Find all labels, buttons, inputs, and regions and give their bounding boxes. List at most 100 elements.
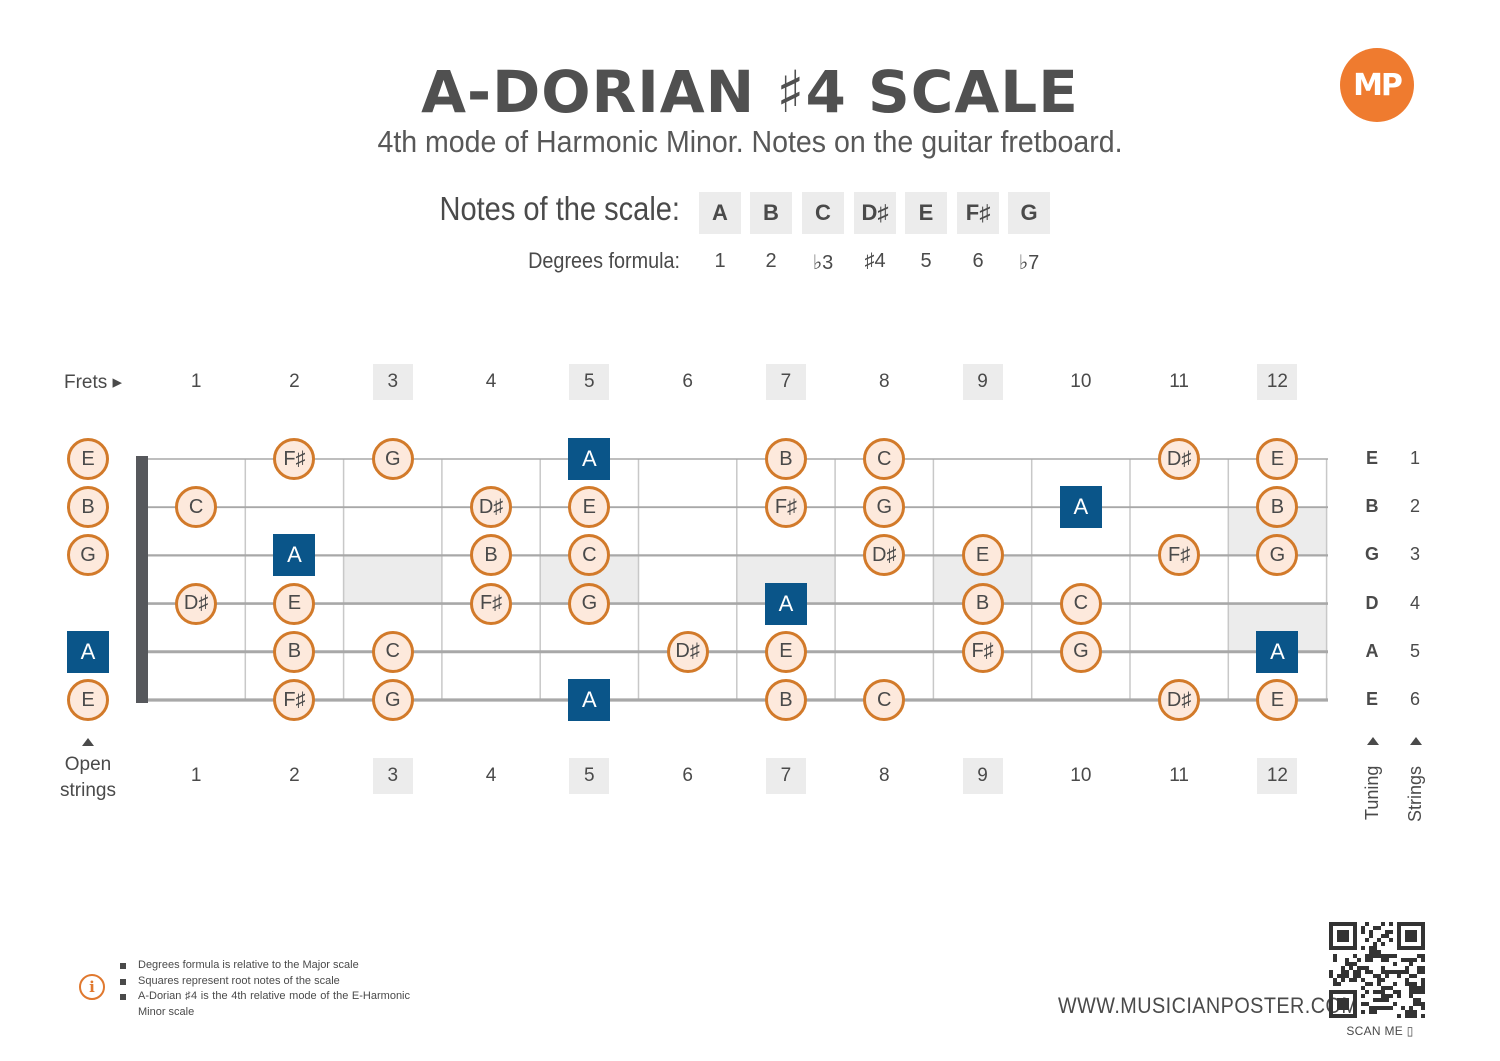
degree-value: 2 <box>765 250 777 272</box>
scale-note-circle: C <box>863 679 906 721</box>
scale-note-circle: D♯ <box>1158 438 1201 480</box>
fret-number: 1 <box>190 371 202 392</box>
scale-note-circle: F♯ <box>961 630 1004 673</box>
open-note-circle: E <box>67 679 109 721</box>
guitar-nut <box>136 456 148 703</box>
scale-note-circle: G <box>863 486 906 529</box>
scale-note-circle: E <box>961 534 1004 577</box>
fret-number: 11 <box>1169 371 1189 392</box>
scale-note-box: D♯ <box>854 192 896 234</box>
scale-note-circle: D♯ <box>175 582 218 625</box>
root-note-square: A <box>764 582 807 625</box>
fret-number: 9 <box>962 758 1003 794</box>
fret-number: 5 <box>569 364 610 400</box>
fret-number: 7 <box>765 364 806 400</box>
fret-number: 9 <box>962 364 1003 400</box>
scale-note-circle: E <box>273 582 316 625</box>
fret-number: 10 <box>1070 765 1092 786</box>
open-root-note-square: A <box>67 630 109 673</box>
string-tuning: E <box>1365 448 1378 468</box>
scale-note-circle: B <box>273 630 316 673</box>
string-number: 4 <box>1409 592 1420 613</box>
fret-number: 2 <box>289 765 300 786</box>
string-number: 5 <box>1409 640 1420 661</box>
page-title: A-DORIAN ♯4 SCALE <box>421 58 1079 126</box>
string-number: 3 <box>1409 544 1420 565</box>
degree-value: ♭7 <box>1018 252 1040 274</box>
strings-arrow-icon <box>1410 737 1422 745</box>
fret-number: 4 <box>485 371 497 392</box>
fret-number: 12 <box>1257 364 1298 400</box>
footnotes: Degrees formula is relative to the Major… <box>120 958 410 1020</box>
root-note-square: A <box>568 679 611 721</box>
degree-value: 1 <box>714 250 726 272</box>
website-link[interactable]: WWW.MUSICIANPOSTER.COM <box>1058 993 1359 1018</box>
scale-note-circle: D♯ <box>863 534 906 577</box>
scale-note-circle: E <box>1256 438 1299 480</box>
fret-number: 3 <box>372 758 413 794</box>
root-note-square: A <box>1059 486 1102 529</box>
string-tuning: B <box>1365 496 1379 517</box>
scale-note-circle: F♯ <box>764 486 807 529</box>
string-tuning: G <box>1364 544 1379 565</box>
scale-note-circle: F♯ <box>273 438 316 480</box>
scale-note-circle: F♯ <box>470 582 513 625</box>
page-subtitle: 4th mode of Harmonic Minor. Notes on the… <box>377 124 1123 159</box>
scale-note-circle: E <box>568 486 611 529</box>
scale-note-circle: F♯ <box>273 679 316 721</box>
scale-note-circle: G <box>371 438 414 480</box>
scale-note-circle: G <box>1059 630 1102 673</box>
scale-note-box: A <box>699 192 741 234</box>
fret-number: 7 <box>765 758 806 794</box>
qr-code-icon[interactable] <box>1329 922 1425 1018</box>
scale-note-circle: B <box>764 438 807 480</box>
fret-number: 12 <box>1257 758 1298 794</box>
scale-note-circle: G <box>371 679 414 721</box>
root-note-square: A <box>568 438 611 480</box>
root-note-square: A <box>273 534 316 577</box>
open-strings-label: Open strings <box>60 754 116 801</box>
fret-number: 1 <box>190 765 202 786</box>
musicianposter-logo-icon: MP <box>1340 48 1414 122</box>
scale-note-circle: C <box>1059 582 1102 625</box>
fret-number: 10 <box>1070 371 1092 392</box>
scale-note-box: C <box>802 192 844 234</box>
scale-note-circle: B <box>961 582 1004 625</box>
scale-note-box: B <box>750 192 792 234</box>
scan-me-label: SCAN ME ▯ <box>1346 1024 1414 1038</box>
fret-number: 6 <box>682 765 693 786</box>
footnote-item: A-Dorian ♯4 is the 4th relative mode of … <box>120 989 410 1020</box>
scale-note-circle: D♯ <box>1158 679 1201 721</box>
scale-note-box: E <box>905 192 947 234</box>
scale-note-circle: B <box>470 534 513 577</box>
info-icon: i <box>79 974 105 1000</box>
footnote-item: Degrees formula is relative to the Major… <box>120 958 410 974</box>
fret-number: 2 <box>289 371 300 392</box>
scale-note-circle: C <box>371 630 414 673</box>
scale-note-circle: B <box>1256 486 1299 529</box>
tuning-arrow-icon <box>1367 737 1379 745</box>
scale-note-box: G <box>1008 192 1050 234</box>
degree-value: ♭3 <box>812 252 834 274</box>
open-note-circle: B <box>67 486 109 529</box>
string-tuning: A <box>1365 640 1379 661</box>
string-tuning: E <box>1365 689 1378 709</box>
scale-note-circle: C <box>863 438 906 480</box>
scale-note-circle: C <box>175 486 218 529</box>
fret-number: 6 <box>682 371 693 392</box>
degree-value: 5 <box>920 250 932 272</box>
strings-label: Strings <box>1405 765 1425 822</box>
notes-of-scale-label: Notes of the scale: <box>439 190 680 227</box>
scale-note-circle: G <box>1256 534 1299 577</box>
open-note-circle: E <box>67 438 109 480</box>
degree-value: ♯4 <box>864 250 886 272</box>
fret-number: 11 <box>1169 765 1189 786</box>
fret-marker-inlay <box>343 555 442 604</box>
scale-note-box: F♯ <box>957 192 999 234</box>
root-note-square: A <box>1256 630 1299 673</box>
fret-number: 3 <box>372 364 413 400</box>
fret-number: 5 <box>569 758 610 794</box>
scale-note-circle: D♯ <box>470 486 513 529</box>
string-number: 6 <box>1409 689 1420 709</box>
footnote-item: Squares represent root notes of the scal… <box>120 974 410 990</box>
